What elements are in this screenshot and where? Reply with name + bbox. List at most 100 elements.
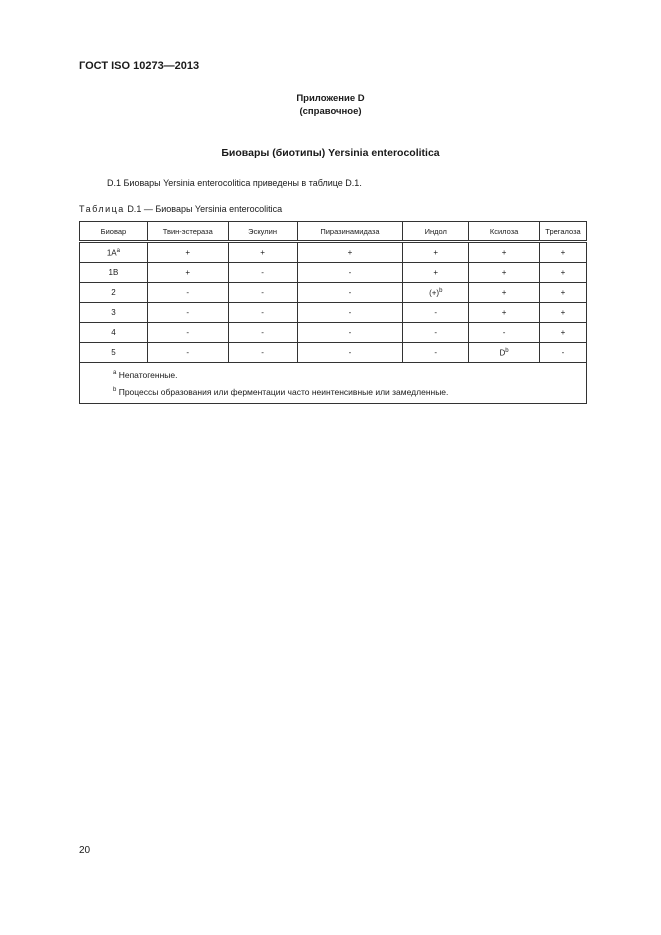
cell-value: D bbox=[499, 348, 506, 358]
section-title: Биовары (биотипы) Yersinia enterocolitic… bbox=[221, 147, 440, 159]
caption-label: Таблица bbox=[79, 204, 125, 214]
table-cell: 4 bbox=[79, 322, 148, 343]
cell-value: - bbox=[186, 308, 190, 317]
footnote-mark: a bbox=[113, 370, 117, 376]
table-row: 3 - - - - + + bbox=[79, 302, 587, 323]
table-row: 1Aa + + + + + + bbox=[79, 241, 587, 263]
table-cell: Db bbox=[468, 342, 540, 363]
table-cell: - bbox=[146, 322, 229, 343]
cell-value: + bbox=[185, 248, 191, 257]
cell-value: - bbox=[434, 348, 438, 357]
table-cell: 3 bbox=[79, 302, 148, 323]
cell-value: + bbox=[501, 288, 507, 297]
cell-value: 5 bbox=[111, 348, 116, 357]
cell-value: - bbox=[348, 288, 352, 297]
table-cell: - bbox=[227, 302, 298, 323]
table-cell: - bbox=[296, 322, 404, 343]
cell-value: + bbox=[433, 268, 439, 277]
table-cell: - bbox=[539, 342, 587, 363]
cell-value: - bbox=[348, 348, 352, 357]
table-caption: Таблица D.1 — Биовары Yersinia enterocol… bbox=[79, 204, 282, 214]
table-cell: - bbox=[227, 342, 298, 363]
cell-value: + bbox=[501, 248, 507, 257]
table-header-row: Биовар Твин-эстераза Эскулин Пиразинамидаза… bbox=[79, 221, 587, 242]
cell-value: 4 bbox=[111, 328, 116, 337]
cell-value: 1A bbox=[106, 248, 117, 258]
column-header: Индол bbox=[402, 221, 470, 242]
table-row: 1B + - - + + + bbox=[79, 262, 587, 283]
column-header: Биовар bbox=[79, 221, 148, 242]
column-header: Пиразинамидаза bbox=[296, 221, 404, 242]
table-footnote: a Непатогенные. bbox=[113, 366, 586, 383]
table-cell: + bbox=[402, 241, 470, 263]
table-cell: (+)b bbox=[402, 282, 470, 303]
table-cell: - bbox=[468, 322, 540, 343]
cell-value: - bbox=[348, 308, 352, 317]
table-cell: - bbox=[296, 262, 404, 283]
paragraph: D.1 Биовары Yersinia enterocolitica прив… bbox=[107, 178, 362, 188]
table-row: 5 - - - - Db - bbox=[79, 342, 587, 363]
cell-value: + bbox=[560, 248, 566, 257]
document-header: ГОСТ ISO 10273—2013 bbox=[79, 60, 200, 72]
cell-value: + bbox=[185, 268, 191, 277]
cell-value: 3 bbox=[111, 308, 116, 317]
table-cell: + bbox=[146, 262, 229, 283]
cell-value: (+) bbox=[429, 288, 440, 298]
cell-value: 1B bbox=[108, 268, 119, 277]
cell-value: - bbox=[434, 328, 438, 337]
biovar-table: Биовар Твин-эстераза Эскулин Пиразинамидаза… bbox=[79, 221, 587, 404]
table-cell: 1Aa bbox=[79, 241, 148, 263]
table-cell: - bbox=[296, 302, 404, 323]
cell-value: - bbox=[434, 308, 438, 317]
cell-value: + bbox=[560, 268, 566, 277]
annex-title: Приложение D bbox=[296, 93, 365, 104]
table-cell: - bbox=[296, 282, 404, 303]
cell-value: + bbox=[347, 248, 353, 257]
caption-text: D.1 — Биовары Yersinia enterocolitica bbox=[127, 204, 283, 214]
cell-value: + bbox=[560, 328, 566, 337]
footnote-mark: b bbox=[505, 347, 509, 354]
cell-value: + bbox=[560, 308, 566, 317]
table-cell: + bbox=[146, 241, 229, 263]
table-cell: - bbox=[146, 282, 229, 303]
table-cell: 1B bbox=[79, 262, 148, 283]
column-header: Эскулин bbox=[227, 221, 298, 242]
column-header: Ксилоза bbox=[468, 221, 540, 242]
cell-value: - bbox=[186, 288, 190, 297]
cell-value: - bbox=[261, 308, 264, 317]
cell-value: 2 bbox=[111, 288, 116, 297]
cell-value: - bbox=[348, 328, 352, 337]
cell-value: - bbox=[261, 288, 264, 297]
cell-value: - bbox=[186, 348, 190, 357]
footnote-mark: b bbox=[439, 287, 443, 294]
table-row: 4 - - - - - + bbox=[79, 322, 587, 343]
table-cell: + bbox=[539, 322, 587, 343]
table-cell: - bbox=[227, 322, 298, 343]
table-cell: + bbox=[539, 241, 587, 263]
cell-value: - bbox=[261, 348, 264, 357]
table-cell: + bbox=[539, 282, 587, 303]
table-cell: - bbox=[146, 342, 229, 363]
table-cell: - bbox=[146, 302, 229, 323]
table-cell: - bbox=[296, 342, 404, 363]
table-cell: + bbox=[468, 241, 540, 263]
footnote-mark: b bbox=[113, 386, 117, 393]
table-footnote: b Процессы образования или ферментации ч… bbox=[113, 383, 586, 400]
table-cell: - bbox=[402, 342, 470, 363]
table-notes-row: a Непатогенные. b Процессы образования ил… bbox=[79, 362, 587, 404]
table-cell: - bbox=[402, 302, 470, 323]
table-cell: + bbox=[468, 302, 540, 323]
table-row: 2 - - - (+)b + + bbox=[79, 282, 587, 303]
table-cell: + bbox=[539, 302, 587, 323]
table-cell: + bbox=[468, 282, 540, 303]
cell-value: - bbox=[348, 268, 352, 277]
column-header: Твин-эстераза bbox=[146, 221, 229, 242]
table-cell: 2 bbox=[79, 282, 148, 303]
annex-heading: Приложение D (справочное) bbox=[0, 92, 661, 118]
cell-value: + bbox=[501, 268, 507, 277]
cell-value: - bbox=[186, 328, 190, 337]
table-cell: + bbox=[402, 262, 470, 283]
cell-value: + bbox=[260, 248, 265, 257]
cell-value: - bbox=[561, 348, 565, 357]
